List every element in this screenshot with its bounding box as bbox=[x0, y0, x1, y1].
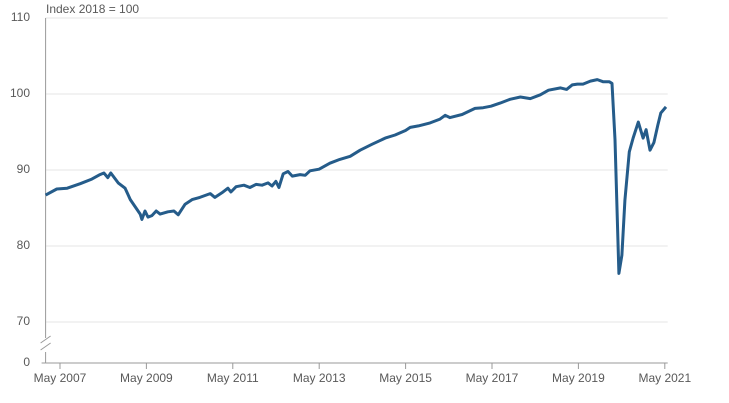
axis-break bbox=[40, 342, 51, 351]
x-tick-label: May 2009 bbox=[120, 371, 173, 385]
x-tick-label: May 2013 bbox=[293, 371, 346, 385]
x-tick-label: May 2011 bbox=[207, 371, 259, 385]
x-tick-label: May 2015 bbox=[379, 371, 432, 385]
x-tick-label: May 2007 bbox=[34, 371, 87, 385]
x-tick-label: May 2017 bbox=[466, 371, 519, 385]
y-tick-label: 0 bbox=[23, 355, 30, 369]
y-tick-label: 80 bbox=[17, 238, 31, 252]
axis-break bbox=[40, 335, 51, 344]
y-tick-label: 70 bbox=[17, 314, 31, 328]
x-tick-label: May 2019 bbox=[552, 371, 605, 385]
y-tick-label: 90 bbox=[17, 162, 31, 176]
y-tick-label: 110 bbox=[11, 10, 30, 24]
x-tick-label: May 2021 bbox=[638, 371, 691, 385]
chart-subtitle: Index 2018 = 100 bbox=[46, 2, 139, 16]
y-tick-label: 100 bbox=[10, 86, 30, 100]
data-line bbox=[44, 78, 668, 275]
